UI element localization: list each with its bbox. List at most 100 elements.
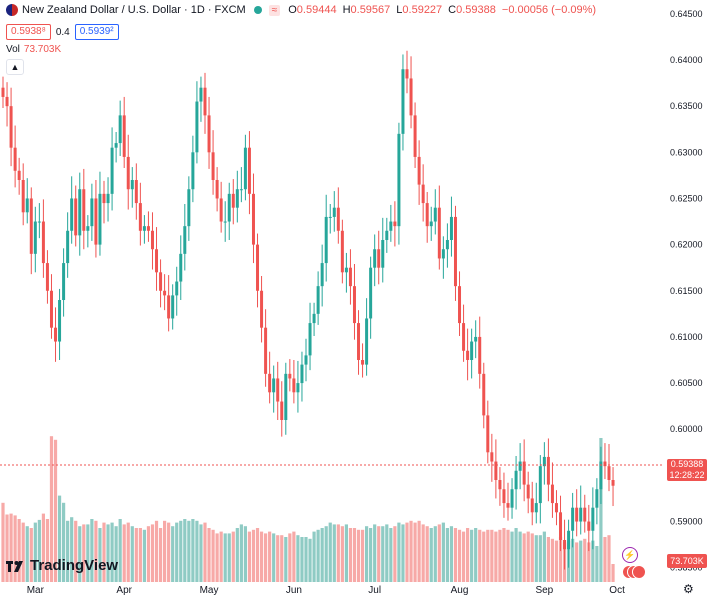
candle-body: [195, 101, 199, 153]
candle: [441, 236, 445, 279]
candle-body: [413, 115, 417, 157]
price-axis: 0.64500 0.64000 0.63500 0.63000 0.62500 0.620…: [670, 9, 703, 573]
candle-body: [385, 230, 389, 240]
candle-body: [312, 313, 316, 324]
volume-bar: [518, 531, 522, 582]
candle: [348, 249, 352, 305]
candle-body: [563, 540, 567, 550]
volume-bar: [82, 524, 86, 582]
volume-bar: [33, 522, 37, 582]
volume-bar: [579, 540, 583, 582]
candle-body: [542, 456, 546, 467]
candle: [567, 519, 571, 568]
candle: [284, 362, 288, 435]
candle-body: [514, 470, 518, 490]
wave-icon[interactable]: ≈: [268, 4, 281, 16]
candle: [401, 54, 405, 151]
candle-body: [587, 521, 591, 531]
volume-bar: [78, 526, 82, 582]
volume-bar: [405, 522, 409, 582]
events-icon[interactable]: [622, 565, 646, 579]
symbol-icon[interactable]: [6, 4, 18, 16]
tradingview-logo[interactable]: TradingView: [6, 557, 118, 574]
candle: [58, 288, 62, 360]
volume-bar: [90, 519, 94, 582]
candle-body: [324, 216, 328, 264]
volume-bar: [595, 546, 599, 582]
candle: [227, 182, 231, 240]
candle: [288, 359, 292, 392]
candle-body: [227, 193, 231, 222]
candle-body: [340, 230, 344, 273]
buy-button[interactable]: 0.5939²: [74, 24, 119, 40]
volume-bar: [175, 522, 179, 582]
volume-bar: [49, 436, 54, 582]
candle-body: [462, 323, 466, 351]
symbol-title[interactable]: New Zealand Dollar / U.S. Dollar · 1D · …: [22, 4, 246, 16]
candle-body: [453, 216, 457, 287]
candle: [559, 495, 563, 552]
candle-body: [187, 189, 191, 227]
candle: [344, 252, 348, 293]
candle-body: [595, 489, 599, 508]
alert-icon[interactable]: ⚡: [622, 547, 638, 563]
volume-bar: [324, 526, 328, 582]
collapse-legend-button[interactable]: ▲: [6, 59, 24, 75]
candle-body: [122, 115, 126, 157]
candle: [449, 196, 453, 257]
volume-bar: [356, 529, 361, 582]
sell-button[interactable]: 0.5938⁸: [6, 24, 51, 40]
settings-gear-icon[interactable]: ⚙: [683, 582, 694, 596]
candle-body: [159, 272, 163, 291]
candle-body: [150, 230, 154, 250]
candle: [550, 462, 554, 518]
candle-body: [498, 480, 502, 490]
price-tick-label: 0.64500: [670, 9, 703, 19]
volume-bar: [304, 537, 308, 582]
candle-body: [215, 180, 219, 199]
candle-body: [211, 152, 215, 180]
candle: [328, 204, 332, 234]
candle-body: [530, 498, 534, 513]
candle: [37, 203, 41, 239]
candle-body: [13, 147, 17, 171]
volume-bar: [223, 533, 227, 582]
candle: [373, 234, 377, 287]
candle: [33, 206, 37, 273]
volume-bar: [142, 529, 146, 582]
candle-body: [45, 263, 49, 291]
candle-body: [247, 147, 251, 194]
candle: [219, 181, 223, 233]
candle-body: [243, 147, 247, 190]
volume-bar: [413, 522, 417, 582]
candle: [490, 433, 494, 482]
candle: [179, 235, 183, 300]
candle-body: [288, 373, 292, 379]
candle: [607, 444, 611, 492]
volume-bar: [17, 519, 21, 582]
bar-countdown: 12:28:22: [669, 470, 705, 480]
time-axis: Mar Apr May Jun Jul Aug Sep Oct: [27, 585, 625, 596]
volume-legend: Vol 73.703K: [6, 44, 62, 55]
volume-bar: [373, 524, 377, 582]
volume-bar: [425, 526, 429, 582]
volume-bar: [195, 520, 199, 582]
candle: [534, 482, 538, 524]
volume-bars: [1, 436, 615, 582]
candle: [276, 361, 280, 420]
candle-body: [603, 461, 607, 467]
volume-bar: [534, 535, 538, 582]
volume-bar: [215, 533, 219, 582]
candle-body: [405, 69, 409, 79]
volume-bar: [474, 528, 478, 582]
volume-bar: [546, 537, 550, 582]
candle-body: [155, 249, 159, 273]
volume-bar: [603, 537, 607, 582]
candle: [583, 494, 587, 533]
candle: [17, 157, 21, 195]
candle-body: [49, 290, 53, 328]
volume-bar: [369, 528, 373, 582]
price-tick-label: 0.60000: [670, 424, 703, 434]
candle-body: [106, 193, 110, 204]
